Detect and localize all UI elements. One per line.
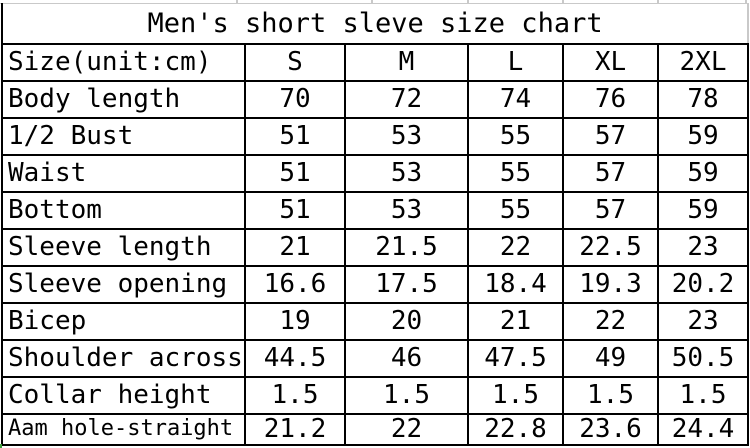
table-cell: 23 [656,227,750,267]
table-cell: 55 [467,190,564,230]
grid-tick [745,0,747,3]
row-label: Sleeve opening [1,264,246,304]
table-cell: 19.3 [562,264,659,304]
table-cell: 21 [244,227,346,267]
table-cell: 76 [562,79,659,119]
table-row: Waist 51 53 55 57 59 [1,153,750,193]
table-row: 1/2 Bust 51 53 55 57 59 [1,116,750,156]
table-cell: 51 [244,190,346,230]
row-label: Sleeve length [1,227,246,267]
grid-tick [657,0,659,3]
size-chart-table: Men's short sleve size chart Size(unit:c… [0,3,750,446]
table-cell: 20 [344,301,469,341]
spreadsheet-top-gridline-strip [0,0,750,3]
table-cell: 49 [562,338,659,378]
table-cell: 74 [467,79,564,119]
table-cell: 17.5 [344,264,469,304]
table-cell: 55 [467,116,564,156]
column-header-label: Size(unit:cm) [1,42,246,82]
table-cell: 78 [656,79,750,119]
table-cell: 44.5 [244,338,346,378]
table-row: Shoulder across 44.5 46 47.5 49 50.5 [1,338,750,378]
table-cell: 22 [344,412,469,446]
table-cell: 16.6 [244,264,346,304]
header-row: Size(unit:cm) S M L XL 2XL [1,42,750,82]
table-row: Sleeve opening 16.6 17.5 18.4 19.3 20.2 [1,264,750,304]
chart-title: Men's short sleve size chart [0,3,750,45]
row-label: Waist [1,153,246,193]
table-cell: 23.6 [562,412,659,446]
table-cell: 24.4 [656,412,750,446]
row-label: Shoulder across [1,338,246,378]
table-cell: 1.5 [562,375,659,415]
column-header-s: S [244,42,346,82]
table-row: Bicep 19 20 21 22 23 [1,301,750,341]
table-cell: 46 [344,338,469,378]
grid-tick [236,0,238,3]
grid-tick [562,0,564,3]
table-cell: 72 [344,79,469,119]
table-row: Bottom 51 53 55 57 59 [1,190,750,230]
table-cell: 57 [562,153,659,193]
table-cell: 21.2 [244,412,346,446]
table-cell: 50.5 [656,338,750,378]
table-cell: 23 [656,301,750,341]
column-header-l: L [467,42,564,82]
table-cell: 19 [244,301,346,341]
table-cell: 21 [467,301,564,341]
row-label: Body length [1,79,246,119]
table-cell: 59 [656,116,750,156]
table-row: Men's short sleve size chart [0,3,750,45]
column-header-2xl: 2XL [656,42,750,82]
table-cell: 53 [344,153,469,193]
row-label: Aam hole-straight [1,412,246,446]
table-cell: 55 [467,153,564,193]
table-cell: 59 [656,190,750,230]
table-row: Body length 70 72 74 76 78 [1,79,750,119]
table-cell: 22.8 [467,412,564,446]
table-cell: 22 [562,301,659,341]
table-cell: 51 [244,153,346,193]
table-row: Aam hole-straight 21.2 22 22.8 23.6 24.4 [1,412,750,446]
table-cell: 1.5 [244,375,346,415]
table-row: Sleeve length 21 21.5 22 22.5 23 [1,227,750,267]
table-cell: 1.5 [344,375,469,415]
table-cell: 1.5 [656,375,750,415]
table-cell: 57 [562,116,659,156]
table-row: Collar height 1.5 1.5 1.5 1.5 1.5 [1,375,750,415]
table-cell: 22.5 [562,227,659,267]
table-cell: 21.5 [344,227,469,267]
table-cell: 22 [467,227,564,267]
column-header-xl: XL [562,42,659,82]
table-cell: 51 [244,116,346,156]
column-header-m: M [344,42,469,82]
table-cell: 70 [244,79,346,119]
table-cell: 59 [656,153,750,193]
table-cell: 53 [344,190,469,230]
row-label: Bottom [1,190,246,230]
table-cell: 18.4 [467,264,564,304]
row-label: Collar height [1,375,246,415]
row-label: 1/2 Bust [1,116,246,156]
grid-tick [467,0,469,3]
table-cell: 57 [562,190,659,230]
grid-tick [371,0,373,3]
row-label: Bicep [1,301,246,341]
table-cell: 20.2 [656,264,750,304]
table-cell: 47.5 [467,338,564,378]
table-cell: 1.5 [467,375,564,415]
table-cell: 53 [344,116,469,156]
green-corner-mark [0,444,2,448]
